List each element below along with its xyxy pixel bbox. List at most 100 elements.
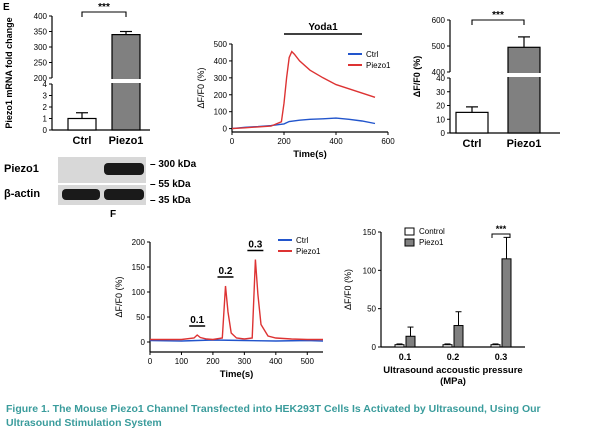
yoda-bar-ytick-label: 40: [436, 74, 445, 83]
us-trace-legend-label-ctrl: Ctrl: [296, 236, 309, 245]
us-bar-ytick-label: 0: [372, 343, 377, 352]
yoda-trace-ytick-label: 200: [214, 91, 228, 100]
panel-label-e: E: [3, 2, 10, 13]
wb-band-beta-actin-lane1: [62, 189, 100, 200]
us-trace-y-axis-label: ΔF/F0 (%): [114, 276, 124, 317]
western-blot: Piezo1 β-actin – 300 kDa – 55 kDa – 35 k…: [0, 155, 215, 210]
wb-marker-300-label: 300 kDa: [158, 159, 197, 170]
us-trace-legend-label-piezo1: Piezo1: [296, 247, 321, 256]
yoda-bar-xtick-label: Ctrl: [463, 138, 482, 150]
mrna-ytick-label: 2: [43, 103, 48, 112]
wb-marker-35-label: 35 kDa: [158, 195, 191, 206]
wb-marker-55-label: 55 kDa: [158, 179, 191, 190]
yoda-trace-ytick-label: 400: [214, 57, 228, 66]
yoda-trace-legend-label-ctrl: Ctrl: [366, 50, 379, 59]
yoda-trace-ytick-label: 500: [214, 40, 228, 49]
us-bar-xtick-label: 0.3: [495, 352, 508, 362]
us-bar-piezo1-0: [405, 335, 416, 348]
us-trace-xtick-label: 0: [148, 357, 153, 366]
us-bar-legend-swatch-piezo1: [404, 238, 415, 247]
yoda-bar-ytick-label: 30: [436, 88, 445, 97]
yoda-trace-ytick-label: 0: [223, 125, 228, 134]
us-trace-ytick-label: 200: [132, 238, 146, 247]
yoda-bar-y-axis-label: ΔF/F0 (%): [412, 56, 422, 97]
yoda-bar-significance-bracket: [471, 19, 525, 25]
ultrasound-trace-chart: 0 100 200 300 400 500 0 50 100 150 200 Ctrl Piezo1 Ti…: [114, 236, 324, 380]
us-trace-annotation-2: 0.2: [219, 266, 233, 277]
us-bar-ytick-label: 100: [363, 266, 377, 275]
mrna-y-axis-label: Piezo1 mRNA fold change: [4, 17, 14, 128]
us-bar-legend-swatch-control: [404, 227, 415, 236]
mrna-ytick-label: 1: [43, 115, 48, 124]
us-trace-xtick-label: 200: [206, 357, 220, 366]
yoda-trace-xtick-label: 200: [277, 137, 291, 146]
wb-label-beta-actin: β-actin: [4, 188, 41, 200]
yoda1-trace-chart: 0 200 400 600 0 100 200 300 400 500 Ctrl Piezo1 Time…: [196, 22, 395, 160]
us-bar-significance-bracket: [491, 233, 511, 238]
us-trace-xtick-label: 100: [175, 357, 189, 366]
yoda-trace-ytick-label: 100: [214, 108, 228, 117]
us-bar-y-axis-label: ΔF/F0 (%): [343, 269, 353, 310]
us-bar-control-2: [490, 344, 501, 348]
wb-marker-55: – 55 kDa: [150, 179, 191, 190]
figure-caption: Figure 1. The Mouse Piezo1 Channel Trans…: [6, 403, 541, 429]
yoda-bar-ytick-label: 10: [436, 115, 445, 124]
yoda-trace-x-axis-label: Time(s): [293, 149, 327, 160]
mrna-ytick-label: 3: [43, 92, 48, 101]
yoda-trace-xtick-label: 600: [381, 137, 395, 146]
us-bar-control-1: [442, 344, 453, 348]
yoda-trace-series-piezo1: [231, 50, 376, 130]
yoda-bar-significance-label: ***: [492, 10, 504, 21]
yoda-trace-xtick-label: 400: [329, 137, 343, 146]
us-trace-series-piezo1: [150, 259, 323, 341]
mrna-xtick-label: Piezo1: [109, 135, 144, 147]
mrna-xtick-label: Ctrl: [73, 135, 92, 147]
wb-label-piezo1: Piezo1: [4, 163, 39, 175]
us-trace-xtick-label: 300: [238, 357, 252, 366]
yoda-trace-ytick-label: 300: [214, 74, 228, 83]
us-trace-series-ctrl: [149, 339, 324, 342]
mrna-significance-bracket: [81, 11, 127, 17]
yoda-trace-title: Yoda1: [308, 22, 338, 33]
us-bar-x-axis-label-line-2: (MPa): [440, 376, 466, 387]
us-bar-xtick-label: 0.2: [447, 352, 460, 362]
yoda-bar-bar-break: [507, 73, 541, 77]
us-trace-xtick-label: 400: [269, 357, 283, 366]
yoda-bar-xtick-label: Piezo1: [507, 138, 542, 150]
us-trace-ytick-label: 150: [132, 263, 146, 272]
yoda-trace-xtick-label: 0: [230, 137, 235, 146]
yoda-bar-bar-ctrl: [455, 111, 489, 134]
us-bar-xtick-label: 0.1: [399, 352, 412, 362]
yoda-bar-ytick-label: 20: [436, 102, 445, 111]
mrna-ytick-label: 350: [34, 28, 48, 37]
mrna-ytick-label: 300: [34, 43, 48, 52]
wb-band-beta-actin-lane2: [104, 189, 144, 200]
yoda-bar-ytick-label: 500: [432, 42, 446, 51]
us-bar-ytick-label: 150: [363, 228, 377, 237]
us-bar-legend-label-control: Control: [419, 227, 445, 236]
us-bar-legend-label-piezo1: Piezo1: [419, 238, 444, 247]
us-bar-ytick-label: 50: [367, 305, 376, 314]
mrna-ytick-label: 400: [34, 12, 48, 21]
mrna-ytick-label: 200: [34, 74, 48, 83]
panel-label-f: F: [110, 209, 117, 220]
ultrasound-bar-chart: 0 50 100 150 0.1 0.2 0.3 *** Control Piezo1 Ultras…: [343, 224, 525, 387]
us-bar-piezo1-2: [501, 258, 512, 348]
mrna-ytick-label: 4: [43, 80, 48, 89]
us-trace-ytick-label: 0: [141, 338, 146, 347]
us-trace-ytick-label: 100: [132, 288, 146, 297]
mrna-ytick-label: 250: [34, 59, 48, 68]
us-trace-xtick-label: 500: [301, 357, 315, 366]
wb-marker-300: – 300 kDa: [150, 159, 197, 170]
yoda-trace-legend-label-piezo1: Piezo1: [366, 61, 391, 70]
us-trace-annotation-3: 0.3: [248, 240, 262, 251]
yoda-bar-ytick-label: 400: [432, 68, 446, 77]
us-bar-piezo1-1: [453, 325, 464, 348]
yoda-bar-ytick-label: 600: [432, 16, 446, 25]
us-trace-x-axis-label: Time(s): [220, 369, 254, 380]
yoda-bar-ytick-label: 0: [441, 129, 446, 138]
us-bar-control-0: [394, 344, 405, 348]
yoda-trace-y-axis-label: ΔF/F0 (%): [196, 67, 206, 108]
